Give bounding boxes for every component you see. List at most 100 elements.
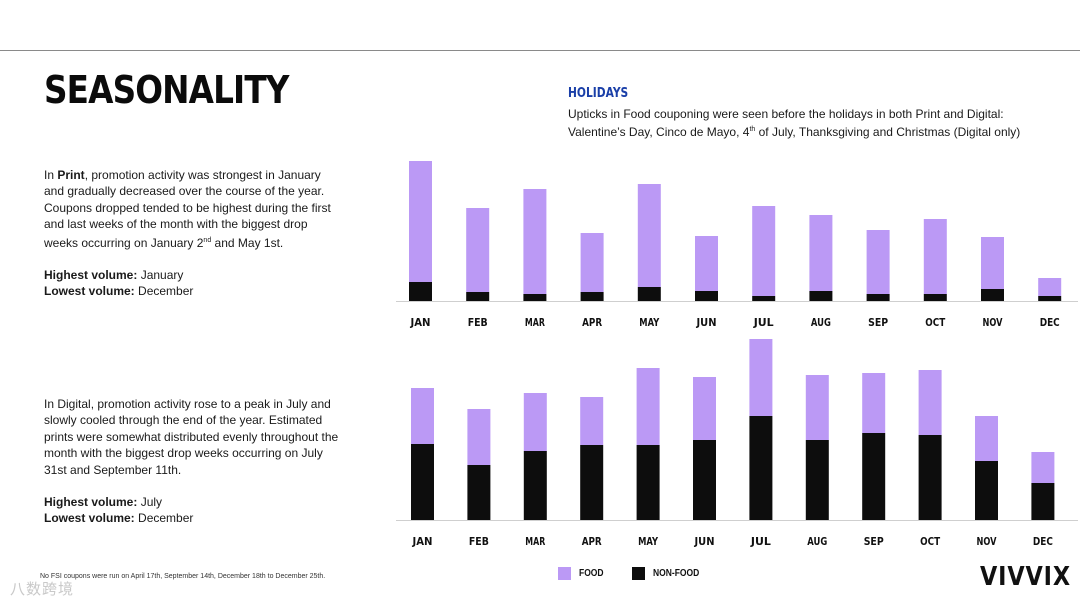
print-tick-label-nov: NOV	[983, 316, 1003, 329]
digital-bar-non-food-apr	[580, 445, 604, 520]
print-bar-non-food-may	[637, 287, 661, 301]
digital-tick-label-nov: NOV	[977, 535, 997, 548]
digital-bar-food-jun	[693, 377, 716, 440]
holidays-heading: HOLIDAYS	[568, 86, 629, 101]
digital-bar-food-jul	[749, 339, 773, 416]
digital-bar-non-food-nov	[975, 461, 998, 520]
print-tick-label-oct: OCT	[925, 316, 945, 329]
holidays-line-2: Valentine’s Day, Cinco de Mayo, 4th of J…	[568, 122, 1068, 140]
print-highest-volume: Highest volume: January	[44, 267, 344, 283]
print-bar-food-dec	[1038, 278, 1062, 296]
digital-tick-label-mar: MAR	[525, 535, 545, 548]
print-bar-non-food-sep	[866, 294, 890, 301]
holidays-line-2-end: of July, Thanksgiving and Christmas (Dig…	[755, 125, 1021, 140]
digital-bar-non-food-sep	[862, 433, 886, 520]
digital-tick-label-oct: OCT	[920, 535, 940, 548]
digital-bar-non-food-jul	[749, 416, 773, 520]
digital-chart: JAN FEB MAR APR MAY JUN JUL AUG SEP OCT NOV DEC	[396, 339, 1078, 548]
digital-bar-food-jan	[411, 388, 434, 444]
holidays-description: Upticks in Food couponing were seen befo…	[568, 106, 1068, 141]
digital-paragraph: In Digital, promotion activity rose to a…	[44, 397, 339, 477]
digital-highest-value: July	[137, 495, 163, 510]
print-lowest-volume: Lowest volume: December	[44, 283, 344, 299]
print-bar-food-jan	[409, 161, 432, 282]
print-bar-non-food-mar	[523, 294, 547, 301]
legend-food-label: FOOD	[579, 568, 604, 579]
print-bar-non-food-apr	[580, 292, 604, 301]
chart-legend: FOOD NON-FOOD	[558, 567, 731, 580]
print-bar-food-feb	[466, 208, 490, 292]
digital-lowest-volume: Lowest volume: December	[44, 510, 344, 526]
print-body: , promotion activity was strongest in Ja…	[44, 168, 331, 250]
print-bar-non-food-feb	[466, 292, 490, 301]
digital-tick-label-jul: JUL	[750, 535, 771, 548]
digital-bar-food-apr	[580, 397, 604, 445]
print-tick-label-apr: APR	[582, 316, 602, 329]
print-bar-food-apr	[580, 233, 604, 292]
digital-bar-non-food-jan	[411, 444, 434, 520]
print-bar-non-food-jul	[752, 296, 776, 301]
print-lowest-label: Lowest volume:	[44, 284, 135, 299]
footnote: No FSI coupons were run on April 17th, S…	[40, 573, 326, 580]
print-highest-label: Highest volume:	[44, 268, 138, 283]
holidays-superscript: th	[749, 126, 756, 134]
digital-tick-label-apr: APR	[582, 535, 602, 548]
print-bar-non-food-jan	[409, 282, 432, 301]
digital-tick-label-aug: AUG	[807, 535, 827, 548]
print-chart: JAN FEB MAR APR MAY JUN JUL AUG SEP OCT NOV DEC	[396, 161, 1078, 329]
digital-bar-non-food-jun	[693, 440, 716, 520]
print-superscript: nd	[203, 236, 212, 244]
digital-lowest-value: December	[134, 511, 194, 526]
print-bar-non-food-dec	[1038, 296, 1062, 301]
digital-bar-food-aug	[805, 375, 829, 440]
digital-bar-food-feb	[467, 409, 491, 465]
print-tick-label-mar: MAR	[525, 316, 545, 329]
print-bar-food-mar	[523, 189, 547, 294]
print-description: In Print, promotion activity was stronge…	[44, 167, 344, 300]
print-bar-non-food-aug	[809, 291, 833, 301]
print-bar-food-nov	[981, 237, 1004, 289]
digital-tick-label-may: MAY	[638, 535, 659, 548]
print-bar-non-food-oct	[923, 294, 947, 301]
print-tick-label-jun: JUN	[696, 316, 717, 329]
digital-tick-label-jan: JAN	[412, 535, 433, 548]
digital-bar-food-dec	[1031, 452, 1055, 483]
digital-bar-food-sep	[862, 373, 886, 433]
print-lowest-value: December	[134, 284, 194, 299]
watermark: 八数跨境	[10, 581, 75, 598]
print-body-end: and May 1st.	[211, 235, 284, 250]
digital-bar-food-oct	[918, 370, 942, 435]
digital-bar-food-may	[636, 368, 660, 445]
digital-bar-food-mar	[523, 393, 547, 451]
digital-bar-non-food-dec	[1031, 483, 1055, 520]
print-tick-label-dec: DEC	[1040, 316, 1060, 329]
print-bar-food-aug	[809, 215, 833, 291]
print-paragraph: In Print, promotion activity was stronge…	[44, 167, 344, 251]
print-tick-label-jul: JUL	[753, 316, 774, 329]
digital-tick-label-sep: SEP	[864, 535, 884, 548]
digital-bar-non-food-may	[636, 445, 660, 520]
print-tick-label-sep: SEP	[868, 316, 888, 329]
print-tick-label-jan: JAN	[410, 316, 431, 329]
digital-bar-non-food-mar	[523, 451, 547, 520]
digital-tick-label-dec: DEC	[1033, 535, 1053, 548]
print-bar-food-oct	[923, 219, 947, 294]
print-bar-non-food-jun	[695, 291, 718, 301]
digital-lowest-label: Lowest volume:	[44, 511, 135, 526]
digital-tick-label-jun: JUN	[694, 535, 715, 548]
print-bar-food-jul	[752, 206, 776, 296]
holidays-line-2-start: Valentine’s Day, Cinco de Mayo, 4	[568, 125, 750, 140]
print-bar-food-jun	[695, 236, 718, 291]
digital-highest-label: Highest volume:	[44, 495, 138, 510]
print-intro: In	[44, 168, 58, 182]
page-title: SEASONALITY	[44, 68, 289, 112]
print-tick-label-aug: AUG	[811, 316, 831, 329]
print-bold-word: Print	[57, 168, 85, 182]
print-highest-value: January	[137, 268, 184, 283]
digital-highest-volume: Highest volume: July	[44, 494, 344, 510]
digital-bar-food-nov	[975, 416, 998, 461]
print-bar-food-may	[637, 184, 661, 287]
digital-bar-non-food-oct	[918, 435, 942, 520]
digital-description: In Digital, promotion activity rose to a…	[44, 396, 344, 527]
